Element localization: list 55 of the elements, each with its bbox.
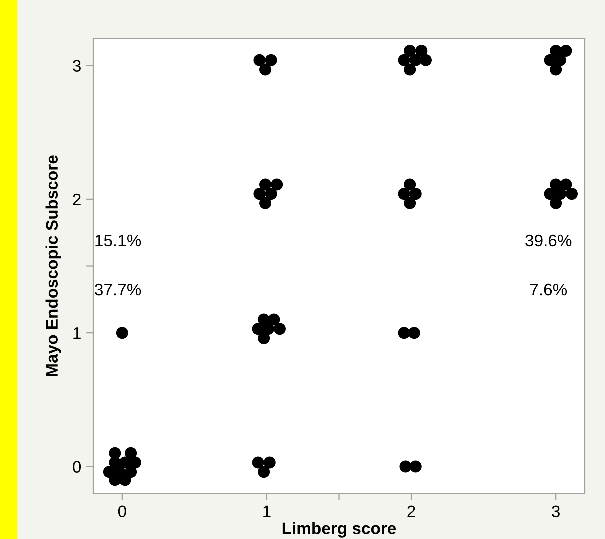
point xyxy=(398,188,410,200)
point xyxy=(274,323,286,336)
point xyxy=(398,54,410,66)
point xyxy=(260,178,272,191)
y-tick-label: 1 xyxy=(74,328,81,340)
annotation: 15.1% xyxy=(96,234,142,247)
y-axis-title: Mayo Endoscopic Subscore xyxy=(46,156,62,376)
point xyxy=(420,54,432,66)
point xyxy=(125,466,138,478)
point xyxy=(254,188,266,200)
point xyxy=(410,460,422,473)
point xyxy=(260,197,272,210)
point xyxy=(416,45,428,58)
annotation: 7.6% xyxy=(530,284,568,296)
x-tick-label: 1 xyxy=(264,506,271,518)
y-tick-label: 0 xyxy=(73,461,82,473)
annotation: 37.7% xyxy=(95,284,142,296)
point xyxy=(260,64,272,76)
y-tick-label: 2 xyxy=(73,194,81,206)
point xyxy=(404,197,416,210)
point xyxy=(262,323,274,336)
point xyxy=(268,314,280,326)
x-tick-label: 0 xyxy=(118,506,126,518)
point xyxy=(410,188,422,200)
point xyxy=(550,197,562,210)
point xyxy=(400,460,412,473)
y-tick-label: 3 xyxy=(73,60,81,72)
point xyxy=(265,188,278,200)
point xyxy=(264,456,276,469)
point xyxy=(109,474,122,486)
point xyxy=(258,332,270,344)
point xyxy=(404,45,416,58)
point xyxy=(254,54,266,66)
point xyxy=(560,45,572,58)
point xyxy=(265,54,278,66)
point xyxy=(398,327,410,340)
point xyxy=(119,474,132,486)
x-tick-label: 2 xyxy=(408,506,416,518)
point xyxy=(554,54,566,66)
point xyxy=(560,178,572,191)
point xyxy=(252,456,264,469)
point xyxy=(258,466,270,478)
annotation: 39.6% xyxy=(526,234,572,247)
x-axis-title: Limberg score xyxy=(282,522,396,538)
point xyxy=(271,178,284,191)
point xyxy=(408,327,420,340)
point xyxy=(404,64,416,76)
point xyxy=(404,178,416,191)
point xyxy=(129,456,142,469)
point xyxy=(554,188,566,200)
point xyxy=(550,64,562,76)
point xyxy=(566,188,578,200)
point xyxy=(116,327,128,340)
x-tick-label: 3 xyxy=(552,506,560,518)
point xyxy=(125,447,138,460)
